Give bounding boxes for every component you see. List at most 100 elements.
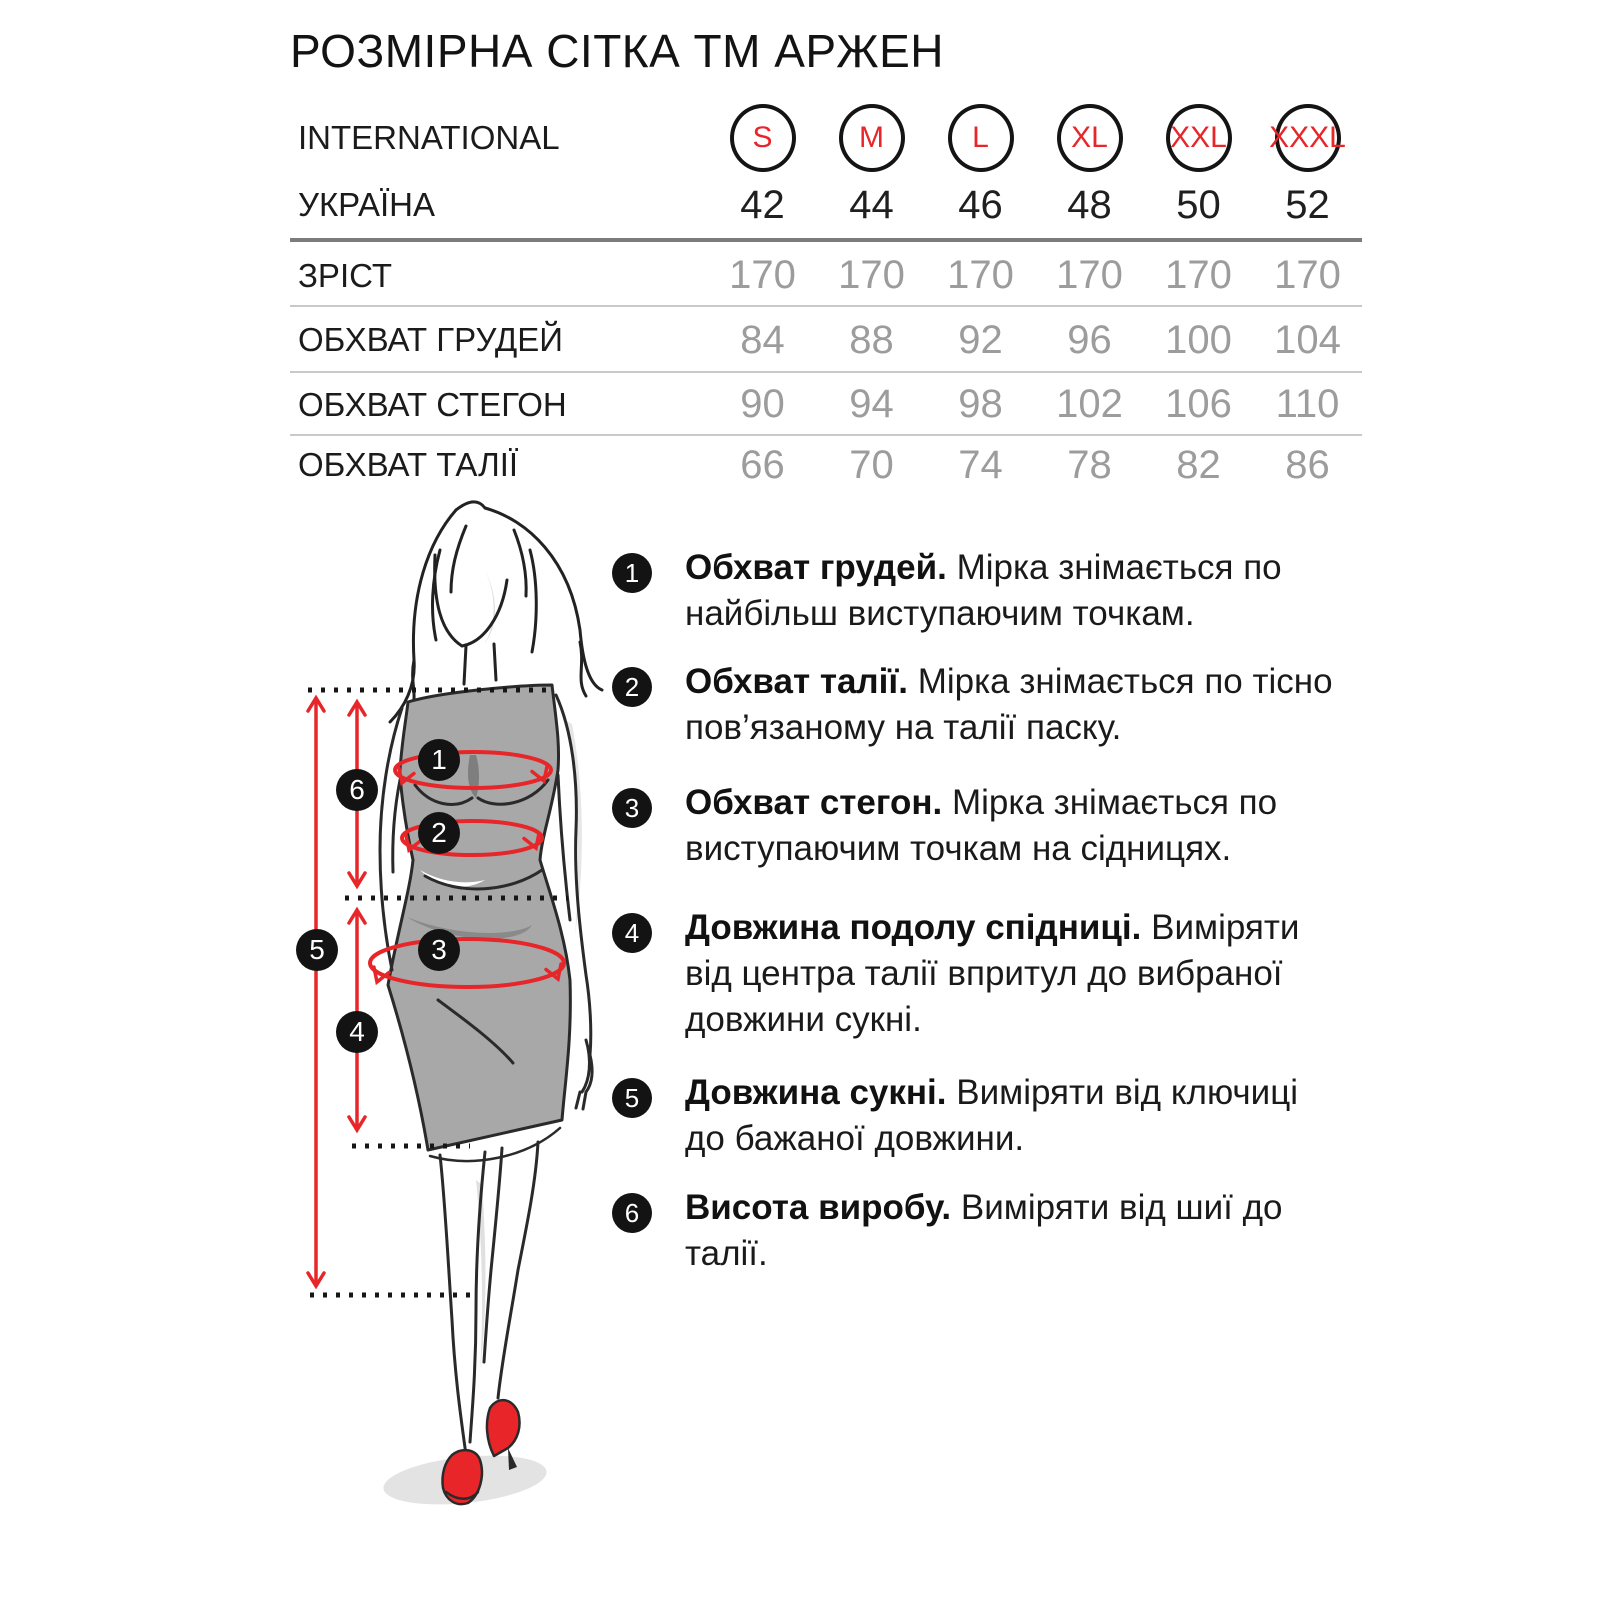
- size-badge-label: M: [859, 121, 884, 154]
- table-cell: 170: [1274, 253, 1341, 297]
- figure-marker-chest: 1: [418, 739, 460, 781]
- size-cell: S: [708, 104, 817, 172]
- legend-badge-6: 6: [612, 1193, 652, 1233]
- size-cell: XXXL: [1253, 104, 1362, 172]
- table-cell: 78: [1067, 442, 1112, 487]
- legend-badge-5: 5: [612, 1078, 652, 1118]
- table-cell: 98: [958, 382, 1003, 426]
- table-row-waist: ОБХВАТ ТАЛІЇ 66 70 74 78 82 86: [290, 434, 1362, 494]
- legend-text: Висота виробу. Виміряти від шиї до талії…: [685, 1185, 1335, 1277]
- size-cell: XXL: [1144, 104, 1253, 172]
- row-label-hips: ОБХВАТ СТЕГОН: [298, 385, 567, 423]
- table-cell: 66: [740, 442, 785, 487]
- figure-marker-hips: 3: [418, 929, 460, 971]
- table-row-height: ЗРІСТ 170 170 170 170 170 170: [290, 238, 1362, 309]
- legend-desc: Виміряти від шиї до талії.: [685, 1188, 1283, 1273]
- size-badge-label: S: [752, 121, 773, 154]
- table-cell: 94: [849, 382, 894, 426]
- legend-item-chest: 1 Обхват грудей. Мірка знімається по най…: [612, 545, 1352, 637]
- legend-term: Довжина сукні.: [685, 1073, 947, 1112]
- table-row-ukraine: УКРАЇНА 42 44 46 48 50 52: [290, 172, 1362, 238]
- figure-marker-dress-length: 5: [296, 929, 338, 971]
- table-cell: 48: [1067, 182, 1112, 227]
- table-cell: 170: [838, 253, 905, 297]
- table-cell: 96: [1067, 317, 1112, 362]
- table-cell: 42: [740, 182, 785, 227]
- legend-badge-2: 2: [612, 667, 652, 707]
- legend-term: Обхват талії.: [685, 662, 908, 701]
- size-badge-l: L: [947, 104, 1014, 172]
- figure-marker-product-height: 6: [336, 769, 378, 811]
- legend-term: Висота виробу.: [685, 1188, 952, 1227]
- legend-item-product-height: 6 Висота виробу. Виміряти від шиї до тал…: [612, 1185, 1352, 1277]
- size-badge-xxxl: XXXL: [1269, 104, 1346, 172]
- size-badge-label: L: [972, 121, 989, 154]
- table-cell: 170: [1165, 253, 1232, 297]
- table-cell: 74: [958, 442, 1003, 487]
- legend-text: Довжина подолу спідниці. Виміряти від це…: [685, 905, 1335, 1043]
- legend-text: Обхват грудей. Мірка знімається по найбі…: [685, 545, 1335, 637]
- table-cell: 50: [1176, 182, 1221, 227]
- row-label-chest: ОБХВАТ ГРУДЕЙ: [298, 321, 563, 358]
- legend-badge-4: 4: [612, 913, 652, 953]
- table-cell: 92: [958, 317, 1003, 362]
- figure-marker-waist: 2: [418, 812, 460, 854]
- table-cell: 106: [1165, 382, 1232, 426]
- legend-text: Обхват стегон. Мірка знімається по висту…: [685, 780, 1335, 872]
- legend-text: Обхват талії. Мірка знімається по тісно …: [685, 659, 1335, 751]
- legend-badge-3: 3: [612, 788, 652, 828]
- legend-desc: Мірка знімається по найбільш виступаючим…: [685, 548, 1282, 633]
- size-badge-xxl: XXL: [1165, 104, 1232, 172]
- size-badge-m: M: [838, 104, 905, 172]
- table-row-chest: ОБХВАТ ГРУДЕЙ 84 88 92 96 100 104: [290, 305, 1362, 373]
- measurement-figure: 1 2 3 4 5 6: [280, 480, 640, 1590]
- legend-item-waist: 2 Обхват талії. Мірка знімається по тісн…: [612, 659, 1352, 751]
- legend-item-skirt-length: 4 Довжина подолу спідниці. Виміряти від …: [612, 905, 1352, 1043]
- row-label-height: ЗРІСТ: [298, 256, 393, 294]
- row-label-waist: ОБХВАТ ТАЛІЇ: [298, 446, 519, 483]
- legend-desc: Виміряти від центра талії впритул до виб…: [685, 908, 1300, 1039]
- size-cell: M: [817, 104, 926, 172]
- size-badge-label: XXXL: [1269, 121, 1346, 154]
- table-cell: 46: [958, 182, 1003, 227]
- row-label-international: INTERNATIONAL: [298, 119, 560, 156]
- table-cell: 90: [740, 382, 785, 426]
- legend-term: Обхват стегон.: [685, 783, 943, 822]
- page-title: РОЗМІРНА СІТКА ТМ АРЖЕН: [290, 25, 944, 77]
- legend-desc: Виміряти від ключиці до бажаної довжини.: [685, 1073, 1299, 1158]
- legend-item-dress-length: 5 Довжина сукні. Виміряти від ключиці до…: [612, 1070, 1352, 1162]
- table-cell: 170: [1056, 253, 1123, 297]
- table-cell: 82: [1176, 442, 1221, 487]
- woman-sketch-illustration: [306, 500, 604, 1506]
- legend-badge-1: 1: [612, 553, 652, 593]
- figure-marker-skirt-length: 4: [336, 1011, 378, 1053]
- table-cell: 110: [1275, 382, 1340, 426]
- table-row-international: INTERNATIONAL S M L XL XXL XXXL: [290, 104, 1362, 172]
- legend-item-hips: 3 Обхват стегон. Мірка знімається по вис…: [612, 780, 1352, 872]
- legend-term: Довжина подолу спідниці.: [685, 908, 1142, 947]
- table-row-hips: ОБХВАТ СТЕГОН 90 94 98 102 106 110: [290, 371, 1362, 436]
- table-cell: 86: [1285, 442, 1330, 487]
- size-badge-xl: XL: [1056, 104, 1123, 172]
- table-cell: 88: [849, 317, 894, 362]
- table-cell: 44: [849, 182, 894, 227]
- table-cell: 100: [1165, 317, 1232, 362]
- row-label-ukraine: УКРАЇНА: [298, 186, 436, 223]
- legend-desc: Мірка знімається по тісно пов’язаному на…: [685, 662, 1333, 747]
- table-cell: 170: [729, 253, 796, 297]
- size-cell: L: [926, 104, 1035, 172]
- size-badge-label: XXL: [1170, 121, 1227, 154]
- table-cell: 84: [740, 317, 785, 362]
- table-cell: 102: [1056, 382, 1123, 426]
- table-cell: 170: [947, 253, 1014, 297]
- legend-term: Обхват грудей.: [685, 548, 947, 587]
- size-badge-label: XL: [1071, 121, 1108, 154]
- legend-text: Довжина сукні. Виміряти від ключиці до б…: [685, 1070, 1335, 1162]
- table-cell: 70: [849, 442, 894, 487]
- table-cell: 52: [1285, 182, 1330, 227]
- size-badge-s: S: [729, 104, 796, 172]
- legend-desc: Мірка знімається по виступаючим точкам н…: [685, 783, 1278, 868]
- table-cell: 104: [1274, 317, 1341, 362]
- size-cell: XL: [1035, 104, 1144, 172]
